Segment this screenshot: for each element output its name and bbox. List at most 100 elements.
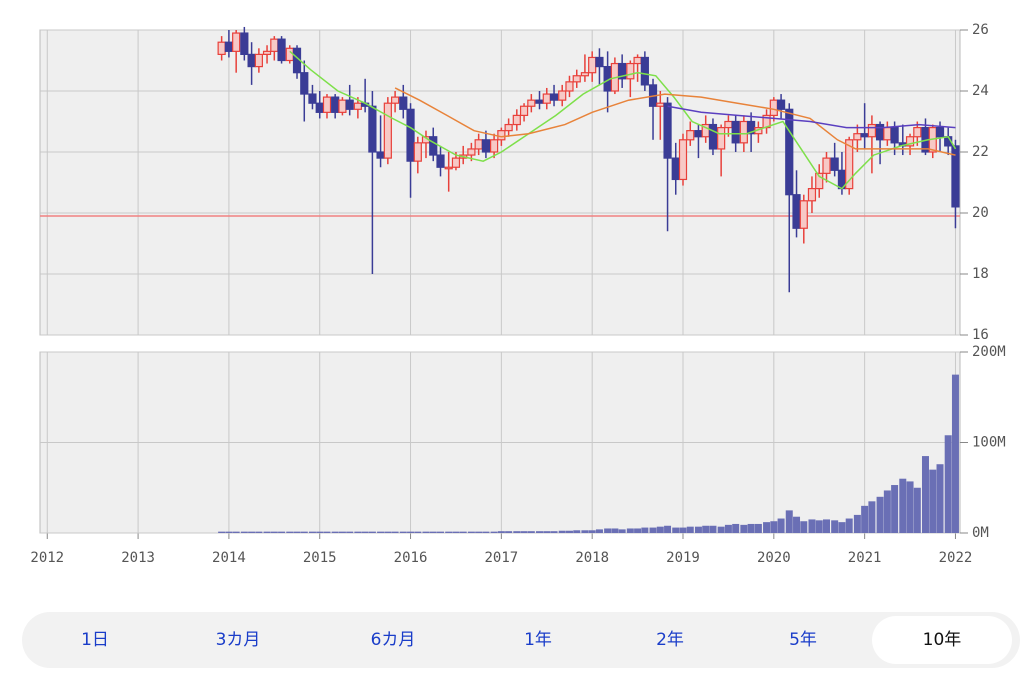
volume-bar: [308, 531, 316, 533]
candle-body: [883, 126, 892, 141]
volume-bar: [618, 529, 626, 533]
candle-body: [474, 139, 483, 150]
volume-bar: [763, 522, 771, 533]
candle-body: [413, 142, 422, 162]
volume-bar: [497, 531, 505, 533]
volume-bar: [346, 531, 354, 533]
period-tab[interactable]: 6カ月: [370, 630, 416, 650]
candle-body: [951, 145, 960, 208]
candle-body: [935, 126, 945, 138]
volume-bar: [520, 531, 528, 533]
volume-bar: [747, 523, 755, 533]
candle-body: [905, 136, 915, 147]
volume-bar: [581, 530, 589, 533]
volume-bar: [634, 528, 642, 533]
period-tab[interactable]: 5年: [789, 630, 817, 650]
candle-body: [565, 81, 574, 92]
volume-bar: [822, 519, 830, 533]
candle-body: [739, 120, 748, 144]
candle-body: [595, 56, 604, 68]
candle-body: [588, 56, 597, 74]
period-tab[interactable]: 1日: [81, 630, 109, 650]
period-tab[interactable]: 10年: [872, 616, 1012, 664]
candle-body: [785, 108, 794, 196]
candle-body: [776, 99, 786, 110]
volume-bar: [793, 516, 801, 533]
volume-bar: [656, 526, 664, 533]
candle-body: [467, 148, 476, 156]
volume-bar: [815, 520, 823, 533]
volume-bar: [913, 487, 921, 533]
volume-bar: [300, 531, 308, 533]
y2-tick-label: 0M: [972, 525, 989, 541]
candle-body: [890, 126, 899, 144]
volume-bar: [929, 469, 937, 533]
candle-body: [353, 102, 362, 110]
candle-body: [527, 99, 536, 107]
volume-bar: [505, 531, 513, 533]
volume-bar: [316, 531, 324, 533]
moving-average: [667, 105, 956, 129]
candle-body: [640, 56, 649, 86]
volume-bar: [936, 464, 944, 533]
candle-body: [731, 120, 740, 144]
candle-body: [678, 139, 688, 181]
volume-bar: [664, 525, 672, 533]
period-tab[interactable]: 2年: [656, 630, 684, 650]
volume-bar: [770, 521, 778, 533]
candle-body: [867, 123, 877, 138]
x-tick-label: 2016: [394, 550, 428, 566]
volume-bar: [270, 531, 278, 533]
volume-bar: [899, 478, 907, 533]
candle-body: [331, 96, 340, 113]
candle-body: [451, 157, 461, 168]
x-tick-label: 2022: [939, 550, 973, 566]
period-tab[interactable]: 3カ月: [215, 630, 261, 650]
candle-body: [708, 123, 718, 150]
candle-body: [254, 53, 263, 68]
candle-body: [875, 123, 885, 141]
volume-bar: [361, 531, 369, 533]
volume-bar: [921, 456, 929, 533]
period-tabs: 1日 3カ月 6カ月 1年 2年 5年 10年: [22, 612, 1020, 668]
candle-body: [799, 200, 808, 229]
y2-tick-label: 100M: [972, 435, 1006, 451]
y2-tick-label: 200M: [972, 344, 1006, 360]
volume-bar: [649, 527, 657, 533]
volume-bar: [475, 531, 483, 533]
volume-bar: [414, 531, 422, 533]
volume-bar: [286, 531, 294, 533]
candle-body: [626, 62, 635, 80]
x-tick-label: 2020: [757, 550, 791, 566]
volume-bar: [338, 531, 346, 533]
y-tick-label: 16: [972, 327, 989, 343]
volume-bar: [323, 531, 331, 533]
candle-body: [406, 108, 415, 162]
candle-body: [247, 53, 256, 68]
volume-bar: [391, 531, 399, 533]
volume-bar: [626, 528, 634, 533]
volume-bar: [944, 435, 952, 533]
volume-bar: [293, 531, 301, 533]
volume-bar: [777, 518, 785, 533]
y-tick-label: 24: [972, 83, 989, 99]
volume-bar: [354, 531, 362, 533]
volume-bar: [445, 531, 453, 533]
volume-bar: [565, 530, 573, 533]
y-tick-label: 20: [972, 205, 989, 221]
candle-body: [769, 99, 778, 117]
volume-bar: [709, 525, 717, 533]
volume-bar: [861, 505, 869, 533]
volume-bar: [225, 531, 233, 533]
period-tab[interactable]: 1年: [524, 630, 552, 650]
x-tick-label: 2015: [303, 550, 337, 566]
candle-body: [232, 32, 241, 52]
y-tick-label: 26: [972, 22, 989, 38]
volume-bar: [550, 531, 558, 533]
volume-bar: [467, 531, 475, 533]
candle-body: [671, 157, 680, 181]
candle-body: [618, 62, 627, 80]
volume-bar: [595, 529, 603, 533]
candle-body: [913, 126, 922, 138]
candle-body: [429, 136, 438, 156]
